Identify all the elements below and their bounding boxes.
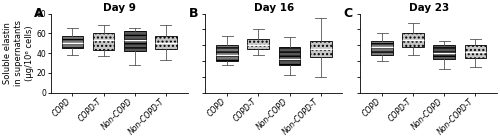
Text: A: A: [34, 7, 44, 20]
PathPatch shape: [402, 33, 424, 47]
PathPatch shape: [124, 31, 146, 51]
Title: Day 16: Day 16: [254, 3, 294, 13]
PathPatch shape: [62, 36, 84, 48]
PathPatch shape: [371, 41, 393, 55]
PathPatch shape: [248, 39, 270, 49]
Title: Day 9: Day 9: [102, 3, 136, 13]
PathPatch shape: [310, 41, 332, 57]
PathPatch shape: [278, 47, 300, 65]
PathPatch shape: [434, 45, 455, 59]
Y-axis label: Soluble elastin
in supernatants
(μg/10⁶ cells): Soluble elastin in supernatants (μg/10⁶ …: [3, 20, 34, 86]
Title: Day 23: Day 23: [408, 3, 449, 13]
Text: B: B: [189, 7, 198, 20]
PathPatch shape: [155, 36, 176, 49]
PathPatch shape: [464, 45, 486, 58]
Text: C: C: [344, 7, 353, 20]
PathPatch shape: [92, 33, 114, 50]
PathPatch shape: [216, 45, 238, 61]
